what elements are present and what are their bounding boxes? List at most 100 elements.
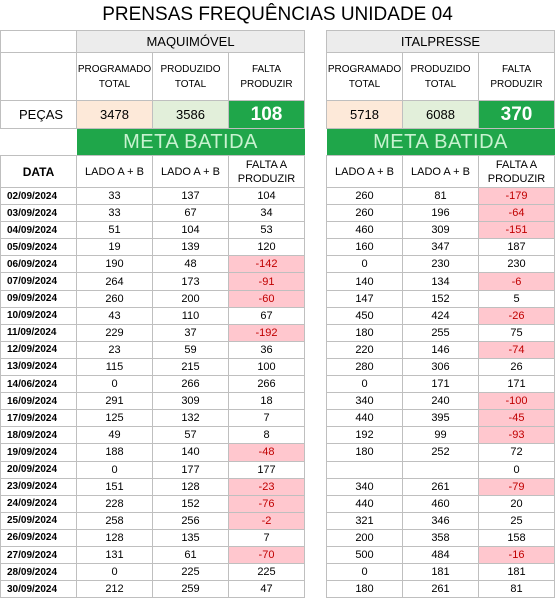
lado-ab-cell: 188	[76, 443, 153, 462]
falta-cell: 120	[228, 238, 305, 257]
falta-cell: -93	[478, 426, 555, 445]
table-row: 04/09/2024 51 104 53 460 309 -151	[0, 221, 555, 240]
lado-ab-header: LADO A + B	[326, 155, 403, 188]
lado-ab-cell: 321	[326, 511, 403, 530]
falta-cell: 171	[478, 375, 555, 394]
lado-ab-cell: 340	[326, 477, 403, 496]
date-cell: 30/09/2024	[0, 580, 77, 598]
lado-ab-cell: 180	[326, 580, 403, 598]
date-cell: 26/09/2024	[0, 528, 77, 547]
falta-cell: 34	[228, 204, 305, 223]
lado-ab-cell: 215	[152, 357, 229, 377]
produzido-total-value: 6088	[402, 100, 479, 129]
date-cell: 18/09/2024	[0, 426, 77, 445]
date-cell: 28/09/2024	[0, 563, 77, 582]
lado-ab-cell: 220	[326, 340, 403, 359]
table-row: 10/09/2024 43 110 67 450 424 -26	[0, 306, 555, 325]
date-cell: 13/09/2024	[0, 357, 77, 377]
lado-ab-cell: 48	[152, 255, 229, 274]
falta-cell: 75	[478, 323, 555, 342]
lado-ab-cell: 228	[76, 494, 153, 513]
lado-ab-cell: 140	[326, 272, 403, 291]
gap-cell	[305, 393, 327, 410]
gap-cell	[305, 324, 327, 341]
falta-header: FALTA PRODUZIR	[228, 52, 305, 101]
falta-a-produzir-header: FALTA A PRODUZIR	[228, 155, 305, 188]
falta-cell: 187	[478, 238, 555, 257]
falta-cell: 104	[228, 186, 305, 206]
lado-ab-cell	[326, 460, 403, 479]
lado-ab-cell: 259	[152, 580, 229, 598]
lado-ab-cell: 67	[152, 204, 229, 223]
lado-ab-cell: 424	[402, 306, 479, 325]
lado-ab-cell: 212	[76, 580, 153, 598]
gap-cell	[305, 478, 327, 495]
falta-cell: 47	[228, 580, 305, 598]
falta-cell: -179	[478, 186, 555, 206]
table-row: 26/09/2024 128 135 7 200 358 158	[0, 528, 555, 547]
lado-ab-cell: 280	[326, 357, 403, 377]
lado-ab-cell: 450	[326, 306, 403, 325]
lado-ab-cell: 192	[326, 426, 403, 445]
gap-cell	[305, 461, 327, 478]
produzido-total-value: 3586	[152, 100, 229, 129]
lado-ab-cell: 358	[402, 528, 479, 547]
falta-cell: -74	[478, 340, 555, 359]
falta-cell: 20	[478, 494, 555, 513]
gap-cell	[305, 564, 327, 581]
falta-cell: -60	[228, 289, 305, 308]
lado-ab-cell: 225	[152, 563, 229, 582]
lado-ab-cell: 291	[76, 392, 153, 411]
data-column-header: DATA	[0, 155, 77, 188]
lado-ab-cell: 500	[326, 545, 403, 565]
lado-ab-cell: 484	[402, 545, 479, 565]
lado-ab-cell: 37	[152, 323, 229, 342]
table-row: 27/09/2024 131 61 -70 500 484 -16	[0, 545, 555, 565]
programado-header: PROGRAMADO TOTAL	[326, 52, 403, 101]
lado-ab-cell: 261	[402, 580, 479, 598]
falta-cell: 53	[228, 221, 305, 240]
machine-name-italpresse: ITALPRESSE	[326, 30, 555, 53]
date-cell: 09/09/2024	[0, 289, 77, 308]
gap-cell	[305, 410, 327, 427]
lado-ab-cell: 51	[76, 221, 153, 240]
falta-cell: -48	[228, 443, 305, 462]
date-cell: 10/09/2024	[0, 306, 77, 325]
lado-ab-cell: 104	[152, 221, 229, 240]
falta-a-produzir-header: FALTA A PRODUZIR	[478, 155, 555, 188]
lado-ab-cell: 340	[326, 392, 403, 411]
table-row: 14/06/2024 0 266 266 0 171 171	[0, 375, 555, 394]
lado-ab-cell: 131	[76, 545, 153, 565]
falta-cell: -100	[478, 392, 555, 411]
lado-ab-cell: 0	[326, 563, 403, 582]
lado-ab-cell: 252	[402, 443, 479, 462]
lado-ab-cell: 23	[76, 340, 153, 359]
lado-ab-cell: 81	[402, 186, 479, 206]
lado-ab-cell: 460	[326, 221, 403, 240]
falta-cell: -76	[228, 494, 305, 513]
falta-cell: 100	[228, 357, 305, 377]
date-cell: 19/09/2024	[0, 443, 77, 462]
produzido-header: PRODUZIDO TOTAL	[402, 52, 479, 101]
date-cell: 14/06/2024	[0, 375, 77, 394]
spreadsheet: PRENSAS FREQUÊNCIAS UNIDADE 04 MAQUIMÓVE…	[0, 4, 555, 598]
pecas-label: PEÇAS	[0, 100, 77, 129]
gap-cell	[305, 256, 327, 273]
lado-ab-cell: 0	[326, 375, 403, 394]
table-row: 06/09/2024 190 48 -142 0 230 230	[0, 255, 555, 274]
lado-ab-cell: 33	[76, 186, 153, 206]
programado-total-value: 5718	[326, 100, 403, 129]
falta-cell: 36	[228, 340, 305, 359]
table-row: 11/09/2024 229 37 -192 180 255 75	[0, 323, 555, 342]
produzido-header: PRODUZIDO TOTAL	[152, 52, 229, 101]
lado-ab-cell: 152	[152, 494, 229, 513]
falta-cell: 26	[478, 357, 555, 377]
falta-cell: -151	[478, 221, 555, 240]
lado-ab-cell: 306	[402, 357, 479, 377]
gap-cell	[305, 239, 327, 256]
gap-cell	[305, 222, 327, 239]
date-cell: 03/09/2024	[0, 204, 77, 223]
falta-total-value: 370	[478, 100, 555, 129]
gap-cell	[305, 307, 327, 324]
falta-cell: -26	[478, 306, 555, 325]
